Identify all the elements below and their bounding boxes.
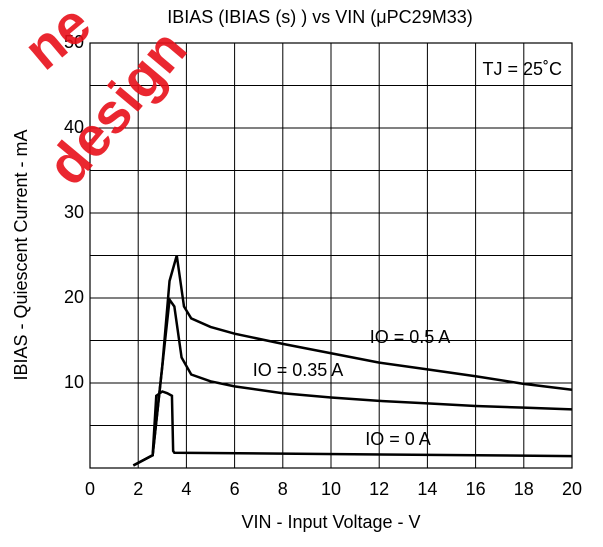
data-line [132, 390, 573, 467]
x-tick-label: 2 [133, 479, 143, 499]
x-tick-label: 14 [417, 479, 437, 499]
data-line [132, 255, 573, 467]
data-line [132, 296, 573, 467]
x-tick-label: 10 [321, 479, 341, 499]
x-tick-label: 18 [514, 479, 534, 499]
series-label: IO = 0.35 A [253, 360, 344, 380]
y-tick-label: 10 [64, 372, 84, 392]
x-axis-label: VIN - Input Voltage - V [241, 512, 420, 532]
x-tick-label: 16 [466, 479, 486, 499]
y-tick-label: 20 [64, 287, 84, 307]
x-tick-label: 0 [85, 479, 95, 499]
chart-title: IBIAS (IBIAS (s) ) vs VIN (μPC29M33) [167, 7, 472, 27]
annotation: TJ = 25˚C [482, 59, 562, 79]
y-tick-label: 40 [64, 117, 84, 137]
y-tick-label: 50 [64, 32, 84, 52]
x-tick-label: 8 [278, 479, 288, 499]
y-axis-label: IBIAS - Quiescent Current - mA [11, 129, 31, 380]
x-tick-label: 4 [181, 479, 191, 499]
y-tick-label: 30 [64, 202, 84, 222]
x-tick-label: 12 [369, 479, 389, 499]
watermark: ne [12, 0, 103, 82]
x-tick-label: 20 [562, 479, 582, 499]
series-label: IO = 0 A [365, 429, 431, 449]
x-tick-label: 6 [230, 479, 240, 499]
series-label: IO = 0.5 A [370, 327, 451, 347]
